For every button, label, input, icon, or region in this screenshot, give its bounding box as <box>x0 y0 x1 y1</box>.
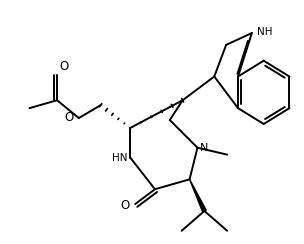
Text: O: O <box>65 111 74 123</box>
Text: N: N <box>199 143 208 153</box>
Polygon shape <box>190 179 206 212</box>
Text: O: O <box>121 199 130 212</box>
Text: HN: HN <box>112 152 127 163</box>
Text: O: O <box>59 60 68 72</box>
Text: NH: NH <box>257 27 272 37</box>
